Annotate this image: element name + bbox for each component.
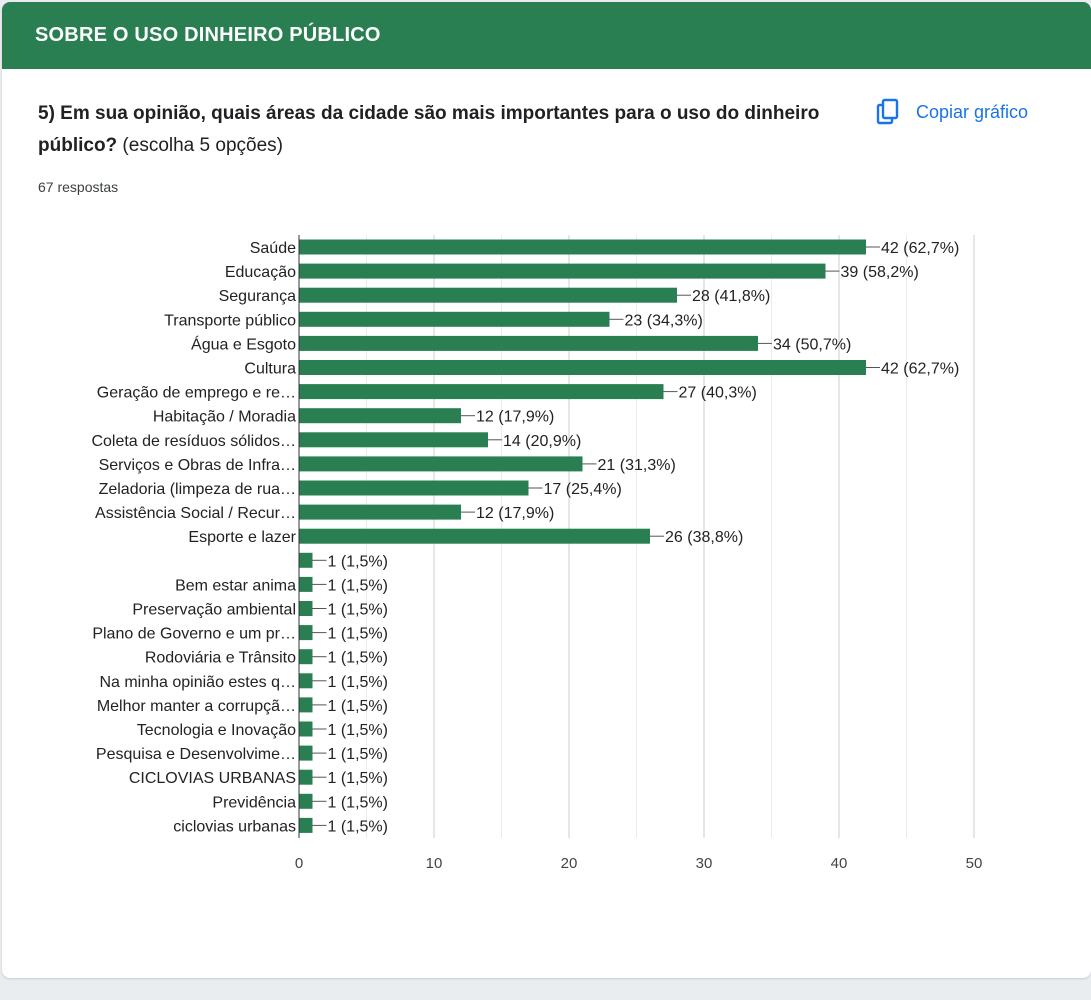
category-label: Previdência (212, 794, 296, 811)
value-label: 1 (1,5%) (328, 602, 388, 619)
bar (299, 263, 826, 279)
x-tick-label: 40 (831, 855, 848, 872)
bar (299, 408, 461, 424)
bar (299, 649, 313, 665)
x-tick-label: 20 (561, 855, 578, 872)
value-label: 26 (38,8%) (665, 529, 743, 546)
x-tick-label: 10 (426, 855, 443, 872)
bar (299, 793, 313, 809)
value-label: 1 (1,5%) (328, 577, 388, 594)
response-count: 67 respostas (38, 179, 119, 195)
question-card: SOBRE O USO DINHEIRO PÚBLICO 5) Em sua o… (2, 2, 1091, 978)
bar-chart: Saúde 42 (62,7%) Educação 39 (58,2%) Seguran… (91, 235, 983, 872)
question-title-bold: 5) Em sua opinião, quais áreas da cidade… (38, 103, 820, 156)
category-label: Bem estar anima (175, 577, 296, 594)
bar (299, 504, 461, 520)
bar (299, 384, 664, 400)
value-label: 21 (31,3%) (598, 457, 676, 474)
category-label: Transporte público (164, 312, 296, 329)
category-label: Preservação ambiental (132, 602, 296, 619)
bar (299, 360, 866, 375)
value-label: 27 (40,3%) (679, 385, 757, 402)
x-tick-label: 0 (295, 855, 303, 872)
category-label: Serviços e Obras de Infra… (99, 457, 296, 474)
category-label: Água e Esgoto (191, 334, 296, 353)
value-label: 1 (1,5%) (328, 650, 388, 667)
category-label: Educação (225, 264, 296, 281)
bar (299, 721, 313, 737)
bar (299, 287, 677, 303)
bar (299, 576, 313, 592)
value-label: 1 (1,5%) (328, 770, 388, 787)
section-header: SOBRE O USO DINHEIRO PÚBLICO (2, 2, 1091, 69)
value-label: 1 (1,5%) (328, 722, 388, 739)
question-title-rest: (escolha 5 opções) (117, 135, 283, 156)
labels: Saúde 42 (62,7%) Educação 39 (58,2%) Seguran… (91, 240, 959, 835)
bars (299, 239, 866, 833)
x-axis: 0 10 20 30 40 50 (295, 235, 983, 872)
bar (299, 456, 583, 472)
category-label: CICLOVIAS URBANAS (129, 770, 296, 787)
category-label: Rodoviária e Trânsito (145, 650, 296, 667)
bar (299, 601, 313, 616)
x-tick-label: 50 (966, 855, 983, 872)
category-label: Esporte e lazer (188, 529, 296, 546)
bar (299, 817, 313, 833)
category-label: Assistência Social / Recur… (95, 505, 296, 522)
value-label: 12 (17,9%) (476, 505, 554, 522)
bar (299, 697, 313, 713)
bar (299, 745, 313, 761)
value-label: 39 (58,2%) (841, 264, 919, 281)
bar (299, 673, 313, 689)
category-label: Geração de emprego e re… (97, 385, 296, 402)
bar (299, 335, 758, 351)
copy-icon (874, 98, 902, 126)
bar (299, 311, 610, 327)
bar (299, 432, 488, 448)
category-label: Zeladoria (limpeza de rua… (99, 481, 296, 498)
copy-chart-label: Copiar gráfico (916, 101, 1029, 122)
category-label: ciclovias urbanas (173, 818, 296, 835)
x-tick-label: 30 (696, 855, 713, 872)
category-label: Melhor manter a corrupçã… (97, 698, 296, 715)
value-label: 14 (20,9%) (503, 433, 581, 450)
bar (299, 528, 650, 544)
value-label: 42 (62,7%) (881, 361, 959, 378)
value-label: 1 (1,5%) (328, 698, 388, 715)
category-label: Cultura (244, 361, 296, 378)
category-label: Plano de Governo e um pr… (92, 626, 296, 643)
value-label: 34 (50,7%) (773, 336, 851, 353)
bar (299, 769, 313, 785)
value-label: 17 (25,4%) (544, 481, 622, 498)
bar (299, 625, 313, 641)
copy-chart-button[interactable]: Copiar gráfico (874, 98, 1028, 126)
value-label: 23 (34,3%) (625, 312, 703, 329)
value-label: 28 (41,8%) (692, 288, 770, 305)
value-label: 1 (1,5%) (328, 746, 388, 763)
value-label: 1 (1,5%) (328, 794, 388, 811)
bar (299, 552, 313, 568)
category-label: Saúde (250, 240, 296, 257)
value-label: 1 (1,5%) (328, 553, 388, 570)
value-label: 1 (1,5%) (328, 626, 388, 643)
bar (299, 239, 866, 255)
value-label: 1 (1,5%) (328, 818, 388, 835)
section-title: SOBRE O USO DINHEIRO PÚBLICO (35, 24, 381, 46)
category-label: Pesquisa e Desenvolvime… (96, 746, 296, 763)
question-title: 5) Em sua opinião, quais áreas da cidade… (38, 98, 838, 162)
category-label: Na minha opinião estes q… (99, 674, 296, 691)
value-label: 12 (17,9%) (476, 409, 554, 426)
value-label: 42 (62,7%) (881, 240, 959, 257)
category-label: Coleta de resíduos sólidos… (91, 433, 296, 450)
category-label: Tecnologia e Inovação (137, 722, 296, 739)
bar (299, 480, 529, 496)
value-label: 1 (1,5%) (328, 674, 388, 691)
category-label: Segurança (219, 288, 296, 305)
category-label: Habitação / Moradia (153, 409, 296, 426)
